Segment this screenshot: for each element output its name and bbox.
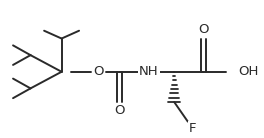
Text: O: O [93,65,104,78]
Text: F: F [189,122,196,135]
Text: NH: NH [139,65,159,78]
Text: O: O [115,104,125,117]
Text: O: O [198,23,209,36]
Text: OH: OH [238,65,259,78]
